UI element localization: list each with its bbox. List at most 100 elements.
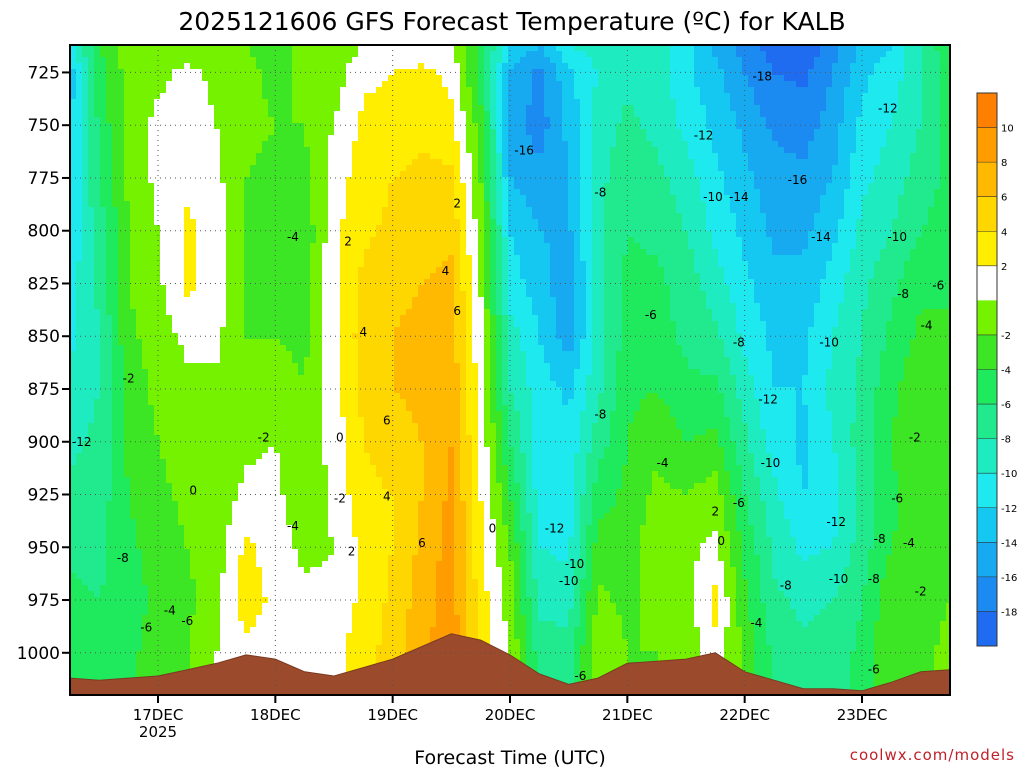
field-cell [322, 633, 329, 640]
field-cell [316, 273, 323, 280]
field-cell [316, 621, 323, 628]
field-cell [106, 93, 113, 100]
field-cell [298, 579, 305, 586]
field-cell [166, 339, 173, 346]
field-cell [196, 51, 203, 58]
field-cell [238, 597, 245, 604]
field-cell [112, 429, 119, 436]
field-cell [190, 249, 197, 256]
field-cell [226, 189, 233, 196]
field-cell [256, 135, 263, 142]
field-cell [298, 603, 305, 610]
field-cell [238, 357, 245, 364]
field-cell [286, 69, 293, 76]
field-cell [328, 249, 335, 256]
field-cell [268, 627, 275, 634]
field-cell [304, 273, 311, 280]
field-cell [166, 243, 173, 250]
field-cell [76, 267, 83, 274]
field-cell [154, 117, 161, 124]
field-cell [172, 573, 179, 580]
field-cell [286, 255, 293, 262]
field-cell [88, 75, 95, 82]
field-cell [190, 225, 197, 232]
field-cell [82, 405, 89, 412]
field-cell [250, 429, 257, 436]
field-cell [196, 201, 203, 208]
field-cell [154, 471, 161, 478]
field-cell [94, 81, 101, 88]
field-cell [160, 489, 167, 496]
field-cell [106, 69, 113, 76]
field-cell [238, 309, 245, 316]
field-cell [76, 393, 83, 400]
field-cell [304, 615, 311, 622]
field-cell [76, 609, 83, 616]
field-cell [136, 669, 143, 676]
field-cell [268, 135, 275, 142]
field-cell [208, 537, 215, 544]
field-cell [298, 285, 305, 292]
field-cell [172, 441, 179, 448]
field-cell [136, 543, 143, 550]
field-cell [340, 579, 347, 586]
field-cell [274, 81, 281, 88]
field-cell [280, 327, 287, 334]
field-cell [226, 471, 233, 478]
field-cell [82, 429, 89, 436]
field-cell [292, 429, 299, 436]
field-cell [322, 591, 329, 598]
field-cell [298, 297, 305, 304]
field-cell [148, 387, 155, 394]
field-cell [310, 567, 317, 574]
field-cell [154, 657, 161, 664]
field-cell [172, 345, 179, 352]
field-cell [112, 585, 119, 592]
field-cell [334, 243, 341, 250]
field-cell [250, 303, 257, 310]
field-cell [124, 399, 131, 406]
field-cell [208, 231, 215, 238]
field-cell [220, 459, 227, 466]
field-cell [280, 519, 287, 526]
field-cell [124, 111, 131, 118]
field-cell [226, 255, 233, 262]
field-cell [154, 627, 161, 634]
field-cell [82, 399, 89, 406]
field-cell [232, 303, 239, 310]
field-cell [178, 621, 185, 628]
field-cell [190, 351, 197, 358]
field-cell [106, 135, 113, 142]
field-cell [94, 285, 101, 292]
field-cell [190, 81, 197, 88]
field-cell [142, 273, 149, 280]
field-cell [154, 231, 161, 238]
field-cell [274, 513, 281, 520]
field-cell [304, 609, 311, 616]
field-cell [100, 633, 107, 640]
field-cell [298, 141, 305, 148]
field-cell [190, 513, 197, 520]
field-cell [196, 663, 203, 670]
field-cell [310, 387, 317, 394]
field-cell [310, 459, 317, 466]
field-cell [70, 507, 77, 514]
field-cell [142, 255, 149, 262]
field-cell [148, 135, 155, 142]
field-cell [124, 309, 131, 316]
field-cell [106, 99, 113, 106]
field-cell [298, 249, 305, 256]
field-cell [334, 357, 341, 364]
field-cell [214, 129, 221, 136]
field-cell [88, 51, 95, 58]
field-cell [214, 81, 221, 88]
field-cell [118, 555, 125, 562]
field-cell [148, 573, 155, 580]
field-cell [148, 201, 155, 208]
field-cell [70, 369, 77, 376]
field-cell [82, 255, 89, 262]
field-cell [334, 279, 341, 286]
field-cell [106, 309, 113, 316]
field-cell [118, 93, 125, 100]
field-cell [244, 543, 251, 550]
